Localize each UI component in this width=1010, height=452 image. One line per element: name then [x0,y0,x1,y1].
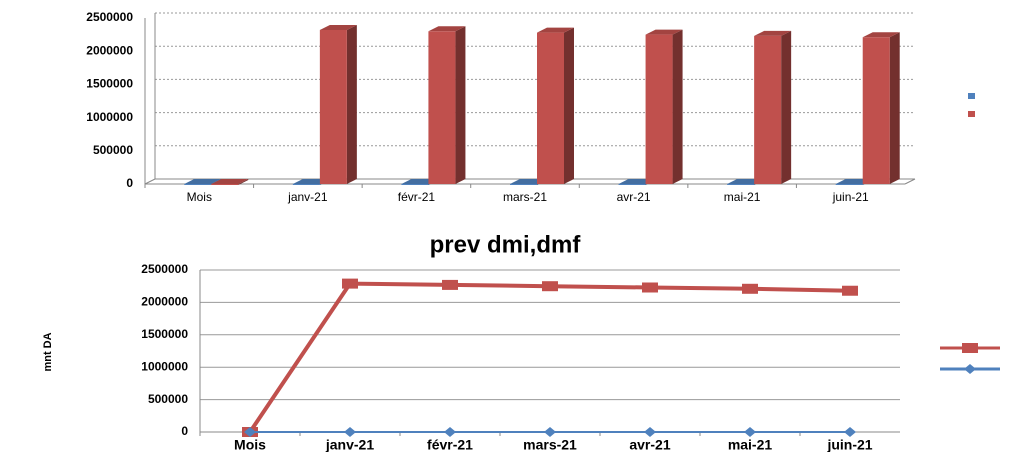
x-tick-label: mars-21 [503,190,547,204]
y-axis-label: mnt DA [42,332,54,371]
point [244,427,256,437]
bar-side [455,26,466,185]
y-tick-label: 1500000 [86,77,133,91]
point [442,279,458,290]
x-tick-label: avr-21 [617,190,651,204]
y-tick-label: 500000 [93,143,133,157]
y-tick-label: 500000 [148,392,188,406]
bar-side [346,24,357,185]
line [248,281,851,434]
point [642,282,658,293]
x-tick-label: juin-21 [826,437,872,452]
y-tick-label: 2500000 [141,262,188,276]
y-tick-label: 0 [181,424,188,438]
chart-title: prev dmi,dmf [430,231,582,258]
bar [727,184,755,185]
point [342,278,358,289]
bar-top [862,32,900,38]
y-tick-label: 1000000 [141,359,188,373]
legend-marker [968,111,975,117]
y-tick-label: 2000000 [141,295,188,309]
point [844,427,856,437]
y-tick-label: 2000000 [86,43,133,57]
x-tick-label: mars-21 [523,437,577,452]
y-tick-label: 1000000 [86,110,133,124]
bar [319,29,347,185]
point [842,285,858,296]
bar-side [564,27,574,184]
bar-top [428,26,466,32]
x-tick-label: Mois [187,190,212,204]
point [542,281,558,292]
legend-marker [964,364,976,374]
bar-side [889,32,900,185]
bar [184,184,212,185]
point [744,427,756,437]
bar-side [238,179,249,185]
bar-top [754,30,792,36]
point [644,427,656,437]
bar-side [672,29,683,184]
x-tick-label: mai-21 [728,437,773,452]
bar-top [184,179,222,184]
bar [862,37,890,185]
bar-top [645,29,683,35]
x-tick-label: avr-21 [629,437,670,452]
bar [510,184,537,185]
y-tick-label: 1500000 [141,327,188,341]
bar [292,184,320,185]
bar-top [319,24,357,30]
bar-side [781,30,792,185]
bar [428,31,456,185]
x-tick-label: janv-21 [287,190,328,204]
x-tick-label: Mois [234,437,266,452]
bar-top [537,27,574,33]
point [544,427,556,437]
bar [645,34,673,184]
bar [401,184,429,185]
x-tick-label: juin-21 [832,190,869,204]
bar [754,35,782,184]
x-tick-label: mai-21 [724,190,761,204]
floor-right [904,178,916,185]
y-tick-label: 0 [126,176,133,190]
bar [211,184,239,185]
x-tick-label: févr-21 [398,190,436,204]
bar [537,32,564,184]
point [444,427,456,437]
wall-left [144,178,156,185]
legend-marker [968,93,975,99]
point [742,283,758,294]
x-tick-label: févr-21 [427,437,473,452]
y-tick-label: 2500000 [86,10,133,24]
x-tick-label: janv-21 [325,437,374,452]
bar [835,184,863,185]
bar-top [211,179,249,184]
point [344,427,356,437]
bar [618,184,646,185]
legend-marker [962,343,978,353]
